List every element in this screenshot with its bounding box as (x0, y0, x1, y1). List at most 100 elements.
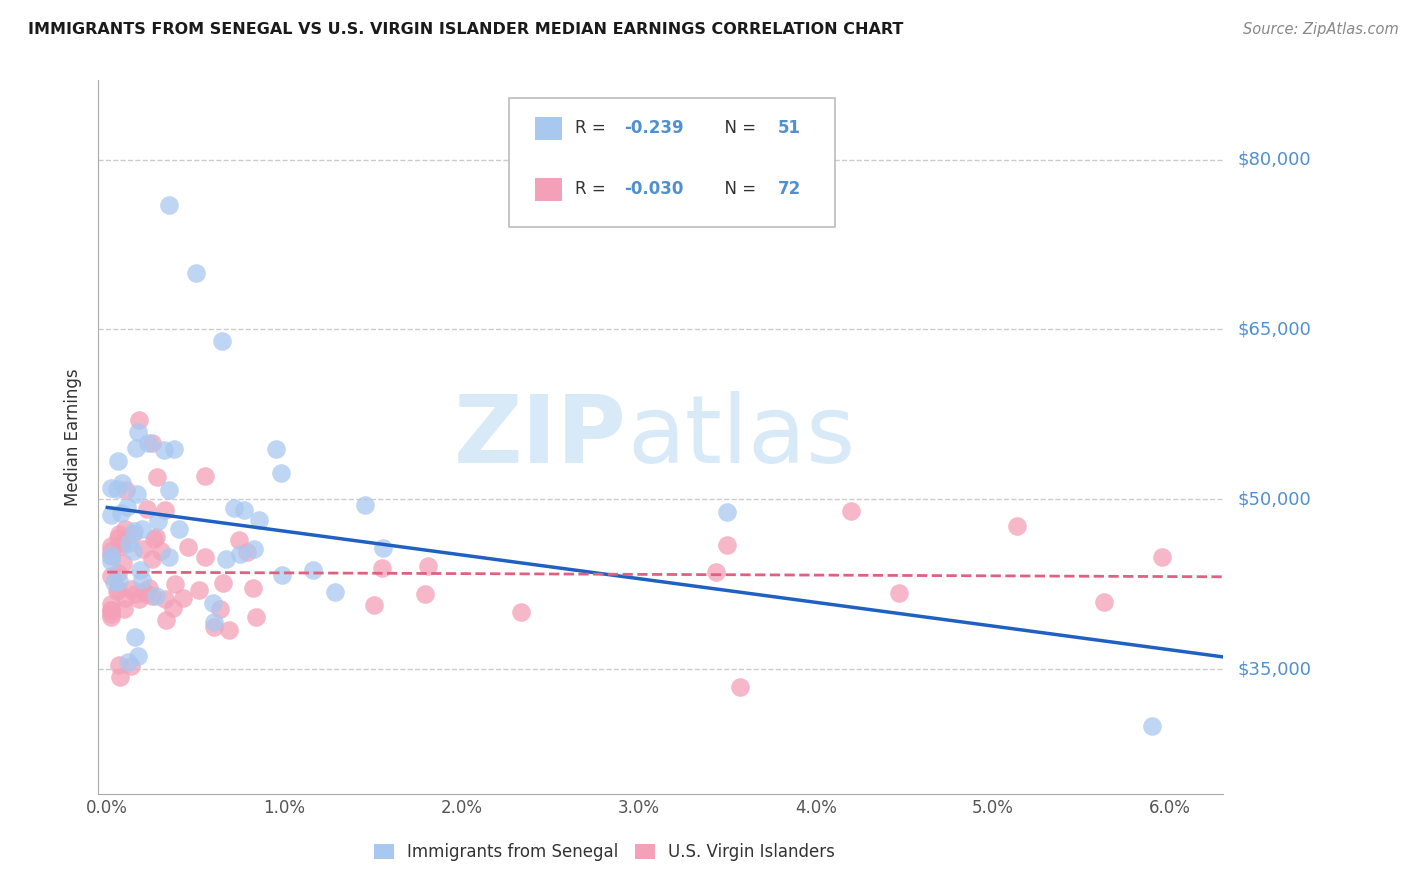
Text: atlas: atlas (627, 391, 855, 483)
Point (236, 545, 259, 559)
Point (416, 558, 439, 573)
Text: Source: ZipAtlas.com: Source: ZipAtlas.com (1243, 22, 1399, 37)
Y-axis label: Median Earnings: Median Earnings (65, 368, 83, 506)
Point (163, 577, 186, 591)
Point (162, 600, 184, 615)
Point (107, 454, 129, 468)
Point (187, 582, 209, 597)
Point (124, 630, 146, 644)
Text: $35,000: $35,000 (1237, 660, 1312, 678)
Point (115, 483, 138, 497)
Text: -0.239: -0.239 (624, 120, 683, 137)
Point (270, 467, 292, 481)
Point (202, 596, 225, 610)
Point (100, 508, 122, 523)
Point (114, 591, 136, 605)
Point (157, 198, 180, 212)
Point (172, 591, 194, 605)
Point (110, 539, 132, 553)
Point (353, 498, 375, 512)
Point (100, 597, 122, 611)
Point (127, 648, 149, 663)
Point (202, 620, 225, 634)
Point (136, 502, 159, 516)
Point (111, 476, 134, 491)
Point (245, 610, 267, 624)
Point (716, 504, 738, 518)
FancyBboxPatch shape (534, 117, 562, 140)
Point (177, 541, 200, 555)
Point (716, 538, 738, 552)
Point (229, 547, 252, 561)
Point (157, 549, 180, 564)
Text: IMMIGRANTS FROM SENEGAL VS U.S. VIRGIN ISLANDER MEDIAN EARNINGS CORRELATION CHAR: IMMIGRANTS FROM SENEGAL VS U.S. VIRGIN I… (28, 22, 904, 37)
Point (127, 487, 149, 501)
Point (202, 615, 225, 629)
Point (510, 605, 533, 619)
Text: R =: R = (575, 120, 612, 137)
Point (704, 566, 727, 580)
Point (141, 589, 163, 603)
Point (131, 573, 153, 587)
Point (100, 568, 122, 582)
Point (111, 535, 134, 549)
Point (215, 552, 238, 566)
Point (1152, 549, 1174, 564)
Text: -0.030: -0.030 (624, 180, 683, 198)
Point (232, 503, 254, 517)
Point (105, 583, 128, 598)
Point (135, 587, 157, 601)
Text: R =: R = (575, 180, 612, 198)
Point (129, 563, 152, 577)
Point (228, 533, 250, 547)
Point (100, 481, 122, 495)
Point (141, 552, 163, 566)
Point (121, 544, 143, 558)
Point (117, 535, 139, 549)
Point (184, 266, 207, 280)
Text: 51: 51 (778, 120, 801, 137)
Point (120, 658, 142, 673)
Text: N =: N = (714, 120, 761, 137)
Text: $50,000: $50,000 (1237, 491, 1310, 508)
Point (110, 506, 132, 520)
Point (138, 581, 160, 595)
Point (1092, 594, 1115, 608)
Point (222, 500, 245, 515)
Point (107, 482, 129, 496)
Point (100, 554, 122, 568)
Point (194, 468, 217, 483)
Point (100, 603, 122, 617)
Point (247, 513, 270, 527)
Point (145, 530, 167, 544)
Point (146, 514, 169, 528)
Point (1142, 719, 1164, 733)
Point (155, 613, 177, 627)
Point (128, 413, 150, 427)
Point (117, 655, 139, 669)
Point (889, 586, 911, 600)
Point (107, 582, 129, 597)
Point (146, 470, 169, 484)
Point (124, 586, 146, 600)
Point (107, 566, 129, 581)
Point (211, 334, 233, 348)
Point (112, 602, 135, 616)
Point (125, 441, 148, 455)
Point (107, 526, 129, 541)
Point (100, 544, 122, 558)
FancyBboxPatch shape (534, 178, 562, 201)
Text: 72: 72 (778, 180, 801, 198)
Point (103, 574, 125, 589)
Point (194, 549, 217, 564)
Point (107, 532, 129, 546)
Point (100, 539, 122, 553)
Point (117, 500, 139, 514)
Point (415, 587, 437, 601)
Point (242, 581, 264, 595)
Text: N =: N = (714, 180, 761, 198)
Point (149, 544, 172, 558)
Point (153, 503, 176, 517)
Point (728, 680, 751, 694)
Point (839, 504, 862, 518)
